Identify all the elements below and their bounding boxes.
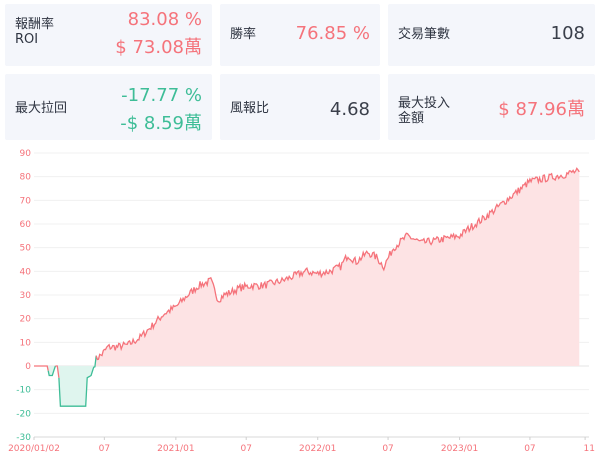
roi-percent: 83.08 % [127,9,202,30]
max-investment-card: 最大投入 金額 $ 87.96萬 [388,74,595,140]
risk-reward-value: 4.68 [329,99,370,120]
y-tick-label: 0 [25,362,31,372]
max-investment-label-line1: 最大投入 [398,96,451,111]
x-tick-label: 07 [99,444,110,454]
x-tick-label: 07 [240,444,251,454]
drawdown-line [47,365,57,377]
negative-area [34,366,580,407]
y-tick-label: 60 [20,220,32,230]
x-tick-label: 2020/01/02 [8,444,60,454]
trades-card: 交易筆數 108 [388,4,595,66]
max-investment-label-line2: 金額 [398,111,425,126]
roi-label-line2: ROI [15,32,39,47]
y-tick-label: -10 [16,386,31,396]
y-tick-label: 30 [20,291,32,301]
win-rate-card: 勝率 76.85 % [220,4,380,66]
y-tick-label: 90 [20,149,32,159]
x-tick-label: 11 [584,444,595,454]
equity-chart: 90 80 70 60 50 40 30 20 10 0 -10 -20 -30 2020/01/02 07… [0,145,600,460]
roi-label-line1: 報酬率 [15,17,55,32]
y-tick-label: -30 [16,433,31,443]
equity-line [34,365,49,371]
equity-line [55,365,60,378]
y-tick-label: 20 [20,315,32,325]
x-tick-label: 2023/01 [441,444,478,454]
y-tick-label: 40 [20,267,32,277]
win-rate-value: 76.85 % [295,23,370,44]
roi-amount: $ 73.08萬 [115,37,202,58]
drawdown-line [58,355,97,407]
positive-area [34,168,580,366]
trades-value: 108 [550,23,585,44]
max-drawdown-amount: -$ 8.59萬 [120,113,202,134]
x-tick-label: 07 [382,444,393,454]
max-investment-value: $ 87.96萬 [498,99,585,120]
x-tick-label: 07 [524,444,535,454]
max-drawdown-label: 最大拉回 [15,101,68,116]
y-tick-label: 70 [20,196,32,206]
y-tick-label: 10 [20,338,32,348]
max-drawdown-percent: -17.77 % [121,85,202,106]
y-tick-label: 50 [20,244,32,254]
x-tick-label: 2022/01 [299,444,336,454]
trades-label: 交易筆數 [398,27,451,42]
roi-card: 報酬率 ROI 83.08 % $ 73.08萬 [5,4,212,66]
max-drawdown-card: 最大拉回 -17.77 % -$ 8.59萬 [5,74,212,140]
win-rate-label: 勝率 [230,27,257,42]
y-tick-label: 80 [20,173,32,183]
y-tick-label: -20 [16,409,31,419]
equity-line [95,167,580,361]
x-tick-label: 2021/01 [157,444,194,454]
risk-reward-card: 風報比 4.68 [220,74,380,140]
risk-reward-label: 風報比 [230,101,270,116]
